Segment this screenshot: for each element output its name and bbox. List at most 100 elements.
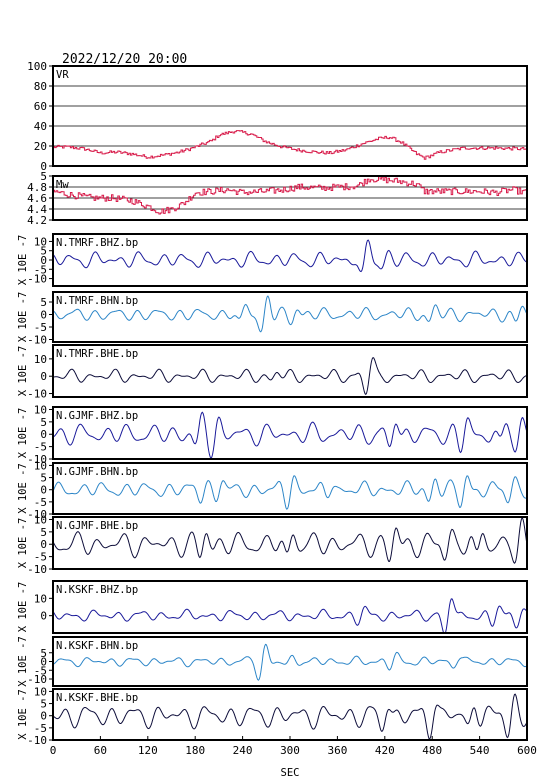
y-tick-label: -5 [34, 441, 47, 454]
y-tick-label: 10 [34, 403, 47, 416]
y-tick-label: -5 [34, 496, 47, 509]
y-tick-label: -10 [27, 273, 47, 286]
series-line-mw [53, 175, 528, 215]
x-tick-label: 300 [280, 744, 300, 757]
panel-label: N.TMRF.BHN.bp [56, 295, 138, 307]
y-unit-label: X 10E -7 [17, 235, 29, 286]
y-tick-label: 10 [34, 592, 47, 605]
y-tick-label: 10 [34, 513, 47, 526]
y-tick-label: 0 [40, 428, 47, 441]
y-tick-label: 5 [40, 170, 47, 183]
x-tick-label: 0 [50, 744, 57, 757]
y-tick-label: 10 [34, 685, 47, 698]
panel-label: Mw [56, 179, 69, 191]
y-tick-label: 0 [40, 610, 47, 623]
panel-label: N.KSKF.BHZ.bp [56, 584, 138, 596]
panel-frame [52, 291, 528, 343]
y-tick-label: -10 [27, 388, 47, 401]
y-unit-label: X 10E -7 [17, 518, 29, 569]
y-tick-label: -10 [27, 673, 47, 686]
y-tick-label: 60 [34, 100, 47, 113]
y-tick-label: 5 [40, 245, 47, 258]
y-tick-label: 0 [40, 538, 47, 551]
x-tick-label: 120 [138, 744, 158, 757]
y-unit-label: X 10E -7 [17, 408, 29, 459]
panel-label: N.GJMF.BHZ.bp [56, 410, 138, 422]
y-unit-label: X 10E -7 [17, 636, 29, 687]
y-tick-label: 5 [40, 472, 47, 485]
x-tick-label: 600 [517, 744, 537, 757]
y-tick-label: 5 [40, 416, 47, 429]
panel-label: N.GJMF.BHE.bp [56, 520, 138, 532]
y-tick-label: 5 [40, 647, 47, 660]
y-unit-label: X 10E -7 [17, 463, 29, 514]
panel-mw: 4.24.44.64.85 Mw [27, 170, 528, 227]
x-tick-label: 60 [94, 744, 107, 757]
y-tick-label: 100 [27, 60, 47, 73]
y-tick-label: 5 [40, 698, 47, 711]
y-tick-label: 4.2 [27, 214, 47, 227]
panel-kskf-bhn: -10-505 N.KSKF.BHN.bp [27, 636, 528, 687]
panel-tmrf-bhe: -10 0 10 N.TMRF.BHE.bp [27, 344, 528, 401]
y-tick-label: 0 [40, 656, 47, 669]
series-line-tmrf-bhz [52, 239, 528, 273]
y-tick-label: 40 [34, 120, 47, 133]
y-unit-label: X 10E -7 [17, 292, 29, 343]
y-tick-label: -10 [27, 453, 47, 466]
y-tick-label: 0 [40, 370, 47, 383]
panel-frame [52, 462, 528, 515]
y-tick-label: 10 [34, 459, 47, 472]
y-tick-label: 4.6 [27, 192, 47, 205]
y-tick-label: 5 [40, 526, 47, 539]
series-line-kskf-bhe [52, 693, 528, 740]
series-line-gjmf-bhz [52, 411, 528, 459]
y-tick-label: 80 [34, 80, 47, 93]
panel-tmrf-bhn: -10-505 N.TMRF.BHN.bp [27, 291, 528, 347]
y-tick-label: 4.8 [27, 181, 47, 194]
y-tick-label: -10 [27, 508, 47, 521]
y-unit-label: X 10E -7 [17, 346, 29, 397]
x-tick-label: 240 [233, 744, 253, 757]
panel-label: N.GJMF.BHN.bp [56, 466, 138, 478]
panel-frame [52, 406, 528, 460]
x-tick-label: 180 [185, 744, 205, 757]
y-tick-label: -5 [34, 551, 47, 564]
x-tick-label: 540 [470, 744, 490, 757]
x-tick-label: 360 [327, 744, 347, 757]
y-tick-label: -10 [27, 563, 47, 576]
panel-vr: 0 20 40 60 80 100 VR [27, 60, 528, 173]
y-tick-label: -10 [27, 334, 47, 347]
series-line-tmrf-bhn [52, 295, 528, 333]
y-tick-label: 0 [40, 710, 47, 723]
series-line-gjmf-bhe [52, 516, 528, 564]
series-line-kskf-bhz [52, 598, 528, 634]
y-tick-label: 0 [40, 484, 47, 497]
panel-label: N.KSKF.BHN.bp [56, 640, 138, 652]
series-line-vr [53, 130, 528, 160]
panel-label: N.TMRF.BHE.bp [56, 348, 138, 360]
y-tick-label: -5 [34, 263, 47, 276]
y-tick-label: 0 [40, 309, 47, 322]
series-line-kskf-bhn [52, 643, 528, 681]
series-line-gjmf-bhn [52, 475, 528, 510]
y-tick-label: 5 [40, 296, 47, 309]
y-tick-label: -5 [34, 722, 47, 735]
x-axis: 0 60 120 180 240 300 360 420 480 540 600 [50, 736, 537, 757]
panel-kskf-bhz: 0 10 N.KSKF.BHZ.bp [34, 580, 528, 634]
panel-label: N.KSKF.BHE.bp [56, 692, 138, 704]
y-axis-labels: X 10E -7 X 10E -7 X 10E -7 X 10E -7 X 10E -7… [17, 235, 29, 740]
y-unit-label: X 10E -7 [17, 582, 29, 633]
panel-frame [52, 65, 528, 167]
series-line-tmrf-bhe [53, 356, 528, 396]
timestamp-title: 2022/12/20 20:00 [62, 52, 187, 67]
y-tick-label: 0 [40, 160, 47, 173]
y-tick-label: 10 [34, 353, 47, 366]
y-tick-label: 4.4 [27, 203, 47, 216]
y-tick-label: 20 [34, 140, 47, 153]
